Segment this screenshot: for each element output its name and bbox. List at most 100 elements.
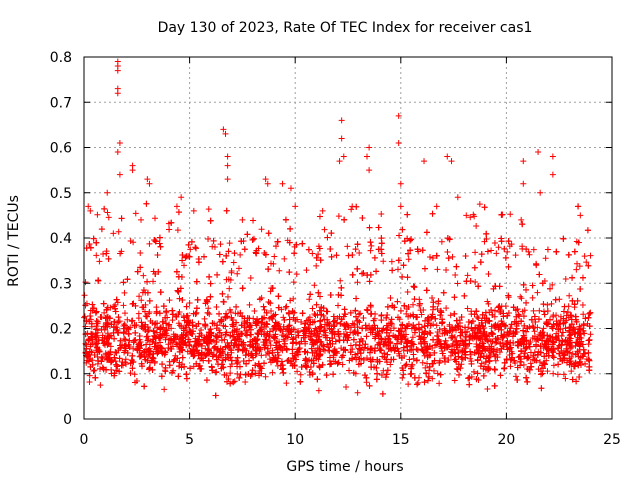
- data-point: [93, 318, 100, 325]
- data-point: [453, 358, 460, 365]
- data-point: [424, 316, 431, 323]
- data-point: [429, 375, 436, 382]
- data-point: [212, 343, 219, 350]
- data-point: [97, 313, 104, 320]
- data-point: [315, 289, 322, 296]
- data-point: [154, 320, 161, 327]
- data-point: [234, 270, 241, 277]
- data-point: [410, 283, 417, 290]
- data-point: [347, 342, 354, 349]
- data-point: [520, 361, 527, 368]
- data-point: [344, 322, 351, 329]
- data-point: [184, 312, 191, 319]
- data-point: [145, 310, 152, 317]
- data-point: [218, 337, 225, 344]
- data-point: [356, 250, 363, 257]
- data-point: [419, 359, 426, 366]
- data-point: [271, 253, 278, 260]
- data-point: [350, 369, 357, 376]
- data-point: [515, 339, 522, 346]
- data-point: [171, 356, 178, 363]
- data-point: [87, 244, 94, 251]
- data-point: [169, 307, 176, 314]
- data-point: [488, 306, 495, 313]
- data-point: [127, 360, 134, 367]
- data-point: [131, 322, 138, 329]
- data-point: [451, 377, 458, 384]
- data-point: [384, 367, 391, 374]
- data-point: [383, 322, 390, 329]
- data-point: [407, 247, 414, 254]
- data-point: [256, 296, 263, 303]
- data-point: [449, 253, 456, 260]
- data-point: [375, 224, 382, 231]
- data-point: [526, 251, 533, 258]
- data-point: [300, 328, 307, 335]
- data-point: [226, 306, 233, 313]
- data-point: [334, 360, 341, 367]
- data-point: [243, 319, 250, 326]
- data-point: [307, 319, 314, 326]
- data-point: [154, 251, 161, 258]
- data-point: [193, 278, 200, 285]
- data-point: [347, 309, 354, 316]
- data-point: [413, 346, 420, 353]
- data-point: [485, 354, 492, 361]
- data-point: [423, 370, 430, 377]
- data-point: [287, 185, 294, 192]
- data-point: [469, 318, 476, 325]
- data-point: [250, 315, 257, 322]
- data-point: [316, 363, 323, 370]
- data-point: [273, 339, 280, 346]
- data-point: [185, 336, 192, 343]
- data-point: [127, 370, 134, 377]
- data-point: [179, 252, 186, 259]
- data-point: [202, 322, 209, 329]
- data-point: [133, 377, 140, 384]
- data-point: [520, 281, 527, 288]
- data-point: [232, 337, 239, 344]
- data-point: [313, 355, 320, 362]
- data-point: [518, 295, 525, 302]
- data-point: [340, 330, 347, 337]
- data-point: [586, 310, 593, 317]
- data-point: [474, 356, 481, 363]
- data-point: [472, 249, 479, 256]
- data-point: [530, 324, 537, 331]
- data-point: [286, 316, 293, 323]
- data-point: [135, 341, 142, 348]
- data-point: [432, 342, 439, 349]
- data-point: [485, 364, 492, 371]
- data-point: [572, 313, 579, 320]
- data-point: [387, 295, 394, 302]
- data-point: [272, 319, 279, 326]
- data-point: [206, 273, 213, 280]
- data-point: [540, 308, 547, 315]
- data-point: [190, 207, 197, 214]
- data-point: [379, 327, 386, 334]
- data-point: [530, 307, 537, 314]
- data-point: [445, 255, 452, 262]
- data-point: [399, 365, 406, 372]
- data-point: [463, 328, 470, 335]
- data-point: [82, 340, 89, 347]
- data-point: [477, 336, 484, 343]
- data-point: [316, 333, 323, 340]
- data-point: [139, 363, 146, 370]
- data-point: [223, 252, 230, 259]
- data-point: [302, 357, 309, 364]
- data-point: [324, 234, 331, 241]
- data-point: [188, 238, 195, 245]
- data-point: [266, 350, 273, 357]
- data-point: [405, 381, 412, 388]
- data-point: [338, 284, 345, 291]
- data-point: [476, 322, 483, 329]
- data-point: [286, 322, 293, 329]
- data-point: [186, 342, 193, 349]
- data-point: [430, 360, 437, 367]
- data-point: [523, 246, 530, 253]
- data-point: [364, 355, 371, 362]
- data-point: [115, 314, 122, 321]
- data-point: [146, 180, 153, 187]
- data-point: [320, 343, 327, 350]
